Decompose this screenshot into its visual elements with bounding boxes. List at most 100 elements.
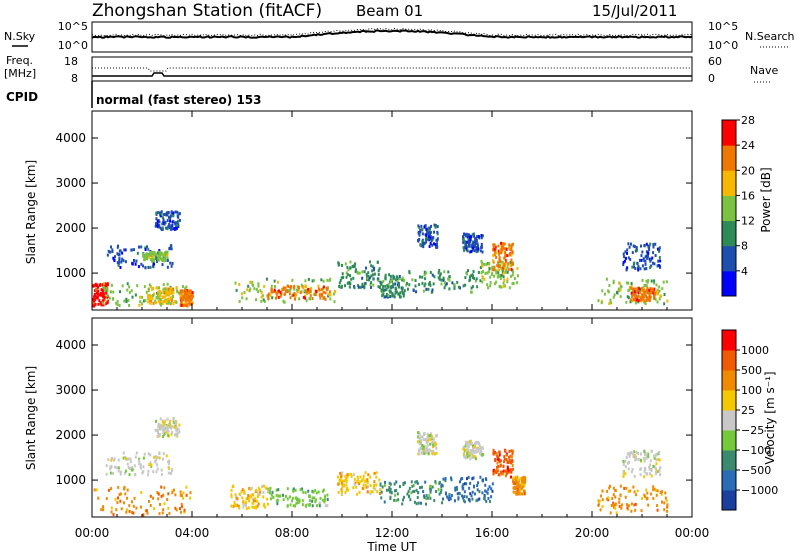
scatter-cell	[177, 291, 180, 295]
scatter-cell	[649, 288, 652, 292]
scatter-cell	[159, 298, 162, 302]
scatter-cell	[112, 290, 115, 294]
scatter-cell	[488, 485, 491, 489]
scatter-cell	[643, 267, 646, 271]
scatter-cell	[633, 290, 636, 294]
scatter-cell	[479, 475, 482, 479]
scatter-cell	[103, 286, 106, 290]
colorbar-frame	[721, 329, 737, 511]
scatter-cell	[648, 297, 651, 301]
scatter-cell	[165, 426, 168, 430]
scatter-cell	[614, 502, 617, 506]
scatter-cell	[148, 297, 151, 301]
scatter-cell	[487, 496, 490, 500]
scatter-cell	[654, 291, 657, 295]
scatter-cell	[417, 435, 420, 439]
scatter-cell	[186, 291, 189, 295]
scatter-cell	[262, 495, 265, 499]
scatter-cell	[423, 273, 426, 277]
scatter-cell	[463, 248, 466, 252]
scatter-cell	[411, 484, 414, 488]
colorbar-tick-label: 100	[741, 384, 762, 397]
scatter-cell	[391, 294, 394, 298]
scatter-cell	[180, 493, 183, 497]
scatter-cell	[341, 485, 344, 489]
scatter-cell	[658, 246, 661, 250]
scatter-cell	[648, 292, 651, 296]
scatter-cell	[324, 297, 327, 301]
scatter-cell	[635, 493, 638, 497]
scatter-cell	[501, 249, 504, 253]
scatter-cell	[128, 509, 131, 513]
scatter-cell	[176, 210, 179, 214]
scatter-cell	[394, 278, 397, 282]
scatter-cell	[190, 297, 193, 301]
scatter-cell	[471, 275, 474, 279]
scatter-cell	[401, 289, 404, 293]
scatter-cell	[161, 222, 164, 226]
colorbar-tick-label: −1000	[741, 484, 778, 497]
scatter-cell	[164, 220, 167, 224]
scatter-cell	[429, 442, 432, 446]
scatter-cell	[490, 495, 493, 499]
scatter-cell	[483, 263, 486, 267]
scatter-cell	[188, 299, 191, 303]
scatter-cell	[132, 504, 135, 508]
scatter-cell	[182, 303, 185, 307]
scatter-cell	[509, 260, 512, 264]
scatter-cell	[298, 297, 301, 301]
scatter-cell	[649, 295, 652, 299]
scatter-cell	[401, 276, 404, 280]
scatter-cell	[322, 285, 325, 289]
scatter-cell	[436, 225, 439, 229]
scatter-cell	[277, 289, 280, 293]
scatter-cell	[639, 298, 642, 302]
scatter-cell	[467, 237, 470, 241]
scatter-cell	[640, 258, 643, 262]
scatter-cell	[487, 270, 490, 274]
scatter-cell	[485, 477, 488, 481]
scatter-cell	[157, 219, 160, 223]
scatter-cell	[392, 282, 395, 286]
scatter-cell	[426, 432, 429, 436]
x-tick-label: 12:00	[375, 526, 410, 540]
scatter-cell	[349, 260, 352, 264]
scatter-cell	[624, 256, 627, 260]
scatter-cell	[245, 507, 248, 511]
scatter-cell	[266, 497, 269, 501]
scatter-cell	[168, 461, 171, 465]
scatter-cell	[267, 489, 270, 493]
scatter-cell	[326, 278, 329, 282]
scatter-cell	[428, 448, 431, 452]
scatter-cell	[167, 287, 170, 291]
scatter-cell	[597, 503, 600, 507]
scatter-cell	[653, 487, 656, 491]
scatter-cell	[486, 271, 489, 275]
scatter-cell	[511, 467, 514, 471]
scatter-cell	[481, 453, 484, 457]
scatter-cell	[426, 435, 429, 439]
scatter-cell	[422, 289, 425, 293]
scatter-cell	[237, 504, 240, 508]
scatter-cell	[134, 293, 137, 297]
scatter-cell	[442, 276, 445, 280]
scatter-cell	[644, 255, 647, 259]
scatter-cell	[608, 486, 611, 490]
x-tick-label: 00:00	[675, 526, 710, 540]
scatter-cell	[170, 264, 173, 268]
scatter-cell	[469, 250, 472, 254]
scatter-cell	[635, 246, 638, 250]
scatter-cell	[368, 276, 371, 280]
scatter-cell	[354, 268, 357, 272]
scatter-cell	[641, 250, 644, 254]
scatter-cell	[153, 455, 156, 459]
scatter-cell	[360, 479, 363, 483]
scatter-cell	[252, 493, 255, 497]
scatter-cell	[160, 473, 163, 477]
scatter-cell	[418, 432, 421, 436]
scatter-cell	[377, 285, 380, 289]
scatter-cell	[615, 511, 618, 515]
scatter-cell	[384, 276, 387, 280]
